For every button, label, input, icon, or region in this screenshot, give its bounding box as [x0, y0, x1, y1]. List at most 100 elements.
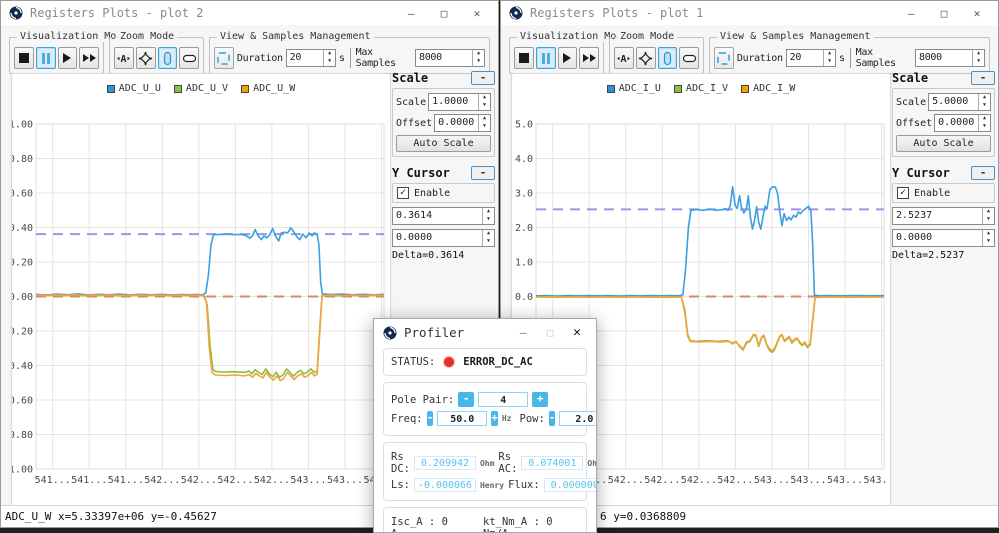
horizontal-zoom-button[interactable]: [179, 47, 199, 69]
cursor2-stepper[interactable]: 0.0000 ▲ ▼: [392, 229, 495, 247]
spin-up-icon[interactable]: ▲: [482, 115, 486, 121]
horizontal-zoom-button[interactable]: [679, 47, 699, 69]
spin-down-icon[interactable]: ▼: [982, 102, 986, 108]
spin-up-icon[interactable]: ▲: [477, 50, 480, 56]
spin-up-icon[interactable]: ▲: [986, 208, 990, 214]
vertical-zoom-button[interactable]: [657, 47, 678, 69]
spin-up-icon[interactable]: ▲: [482, 94, 486, 100]
spin-down-icon[interactable]: ▼: [482, 123, 486, 129]
spin-down-icon[interactable]: ▼: [977, 58, 980, 64]
pan-zoom-icon: [638, 51, 653, 65]
spin-up-icon[interactable]: ▲: [982, 115, 986, 121]
max-samples-stepper[interactable]: 8000 ▲ ▼: [414, 49, 486, 67]
stop-button[interactable]: [514, 47, 534, 69]
pause-button[interactable]: [35, 47, 56, 69]
maximize-icon[interactable]: □: [940, 6, 948, 20]
pow-value[interactable]: 2.0: [559, 411, 596, 426]
duration-value[interactable]: 20: [789, 52, 802, 63]
fit-view-button[interactable]: [214, 47, 234, 69]
spin-up-icon[interactable]: ▲: [486, 208, 490, 214]
spin-up-icon[interactable]: ▲: [977, 50, 980, 56]
spin-down-icon[interactable]: ▼: [486, 238, 490, 244]
stop-button[interactable]: [14, 47, 34, 69]
minimize-icon[interactable]: —: [519, 326, 527, 339]
spin-down-icon[interactable]: ▼: [982, 123, 986, 129]
cursor1-value[interactable]: 2.5237: [896, 210, 933, 221]
play-button[interactable]: [557, 47, 578, 69]
scale-stepper[interactable]: 1.0000 ▲ ▼: [428, 93, 491, 111]
minus-button[interactable]: -: [548, 411, 556, 426]
enable-checkbox[interactable]: ✓: [397, 187, 409, 199]
spin-down-icon[interactable]: ▼: [986, 238, 990, 244]
offset-stepper[interactable]: 0.0000 ▲ ▼: [434, 114, 491, 132]
minus-button[interactable]: -: [458, 392, 475, 407]
collapse-button[interactable]: -: [971, 166, 995, 180]
plus-button[interactable]: +: [491, 411, 498, 426]
cursor1-value[interactable]: 0.3614: [396, 210, 433, 221]
spin-up-icon[interactable]: ▲: [486, 230, 490, 236]
max-samples-value[interactable]: 8000: [418, 52, 442, 63]
minimize-icon[interactable]: —: [907, 6, 915, 20]
fit-view-button[interactable]: [714, 47, 734, 69]
collapse-button[interactable]: -: [471, 166, 495, 180]
scale-value[interactable]: 5.0000: [932, 96, 969, 107]
minus-button[interactable]: -: [426, 411, 434, 426]
collapse-button[interactable]: -: [971, 71, 995, 85]
offset-stepper[interactable]: 0.0000 ▲ ▼: [934, 114, 991, 132]
horizontal-zoom-icon: [182, 54, 196, 62]
y-cursor-header: Y Cursor -: [392, 166, 495, 180]
offset-value[interactable]: 0.0000: [438, 117, 475, 128]
cursor1-stepper[interactable]: 2.5237 ▲ ▼: [892, 207, 995, 225]
cursor2-stepper[interactable]: 0.0000 ▲ ▼: [892, 229, 995, 247]
spin-down-icon[interactable]: ▼: [828, 58, 831, 64]
duration-value[interactable]: 20: [289, 52, 302, 63]
pan-zoom-button[interactable]: [135, 47, 156, 69]
collapse-button[interactable]: -: [471, 71, 495, 85]
scale-value[interactable]: 1.0000: [432, 96, 469, 107]
cursor2-value[interactable]: 0.0000: [396, 232, 433, 243]
auto-scale-button[interactable]: Auto Scale: [396, 135, 491, 152]
zoom-mode-group: Zoom Mode A: [109, 31, 204, 74]
spin-up-icon[interactable]: ▲: [986, 230, 990, 236]
max-samples-stepper[interactable]: 8000 ▲ ▼: [914, 49, 986, 67]
spin-up-icon[interactable]: ▲: [982, 94, 986, 100]
freq-value[interactable]: 50.0: [437, 411, 488, 426]
spin-down-icon[interactable]: ▼: [328, 58, 331, 64]
close-icon[interactable]: ✕: [973, 6, 981, 20]
play-button[interactable]: [57, 47, 78, 69]
maximize-icon[interactable]: □: [546, 326, 554, 339]
titlebar[interactable]: Registers Plots - plot 2 — □ ✕: [1, 1, 498, 25]
plot-area[interactable]: 541... 541... 541... 542... 542... 542... 542.…: [12, 74, 390, 504]
scale-stepper[interactable]: 5.0000 ▲ ▼: [928, 93, 991, 111]
fast-forward-button[interactable]: [579, 47, 599, 69]
pause-button[interactable]: [535, 47, 556, 69]
auto-zoom-button[interactable]: A: [114, 47, 134, 69]
maximize-icon[interactable]: □: [440, 6, 448, 20]
close-icon[interactable]: ✕: [473, 6, 481, 20]
spin-down-icon[interactable]: ▼: [986, 216, 990, 222]
close-icon[interactable]: ✕: [573, 325, 581, 340]
titlebar[interactable]: Registers Plots - plot 1 — □ ✕: [501, 1, 998, 25]
fast-forward-button[interactable]: [79, 47, 99, 69]
spin-up-icon[interactable]: ▲: [828, 50, 831, 56]
spin-up-icon[interactable]: ▲: [328, 50, 331, 56]
auto-scale-button[interactable]: Auto Scale: [896, 135, 991, 152]
pan-zoom-button[interactable]: [635, 47, 656, 69]
pole-pair-value[interactable]: 4: [478, 392, 529, 407]
offset-value[interactable]: 0.0000: [938, 117, 975, 128]
enable-checkbox[interactable]: ✓: [897, 187, 909, 199]
duration-stepper[interactable]: 20 ▲ ▼: [785, 49, 837, 67]
cursor2-value[interactable]: 0.0000: [896, 232, 933, 243]
plus-button[interactable]: +: [532, 392, 549, 407]
cursor1-stepper[interactable]: 0.3614 ▲ ▼: [392, 207, 495, 225]
duration-stepper[interactable]: 20 ▲ ▼: [285, 49, 337, 67]
legend-label: ADC_I_W: [753, 83, 796, 94]
spin-down-icon[interactable]: ▼: [477, 58, 480, 64]
titlebar[interactable]: Profiler — □ ✕: [374, 319, 596, 346]
max-samples-value[interactable]: 8000: [918, 52, 942, 63]
auto-zoom-button[interactable]: A: [614, 47, 634, 69]
spin-down-icon[interactable]: ▼: [482, 102, 486, 108]
vertical-zoom-button[interactable]: [157, 47, 178, 69]
minimize-icon[interactable]: —: [407, 6, 415, 20]
spin-down-icon[interactable]: ▼: [486, 216, 490, 222]
